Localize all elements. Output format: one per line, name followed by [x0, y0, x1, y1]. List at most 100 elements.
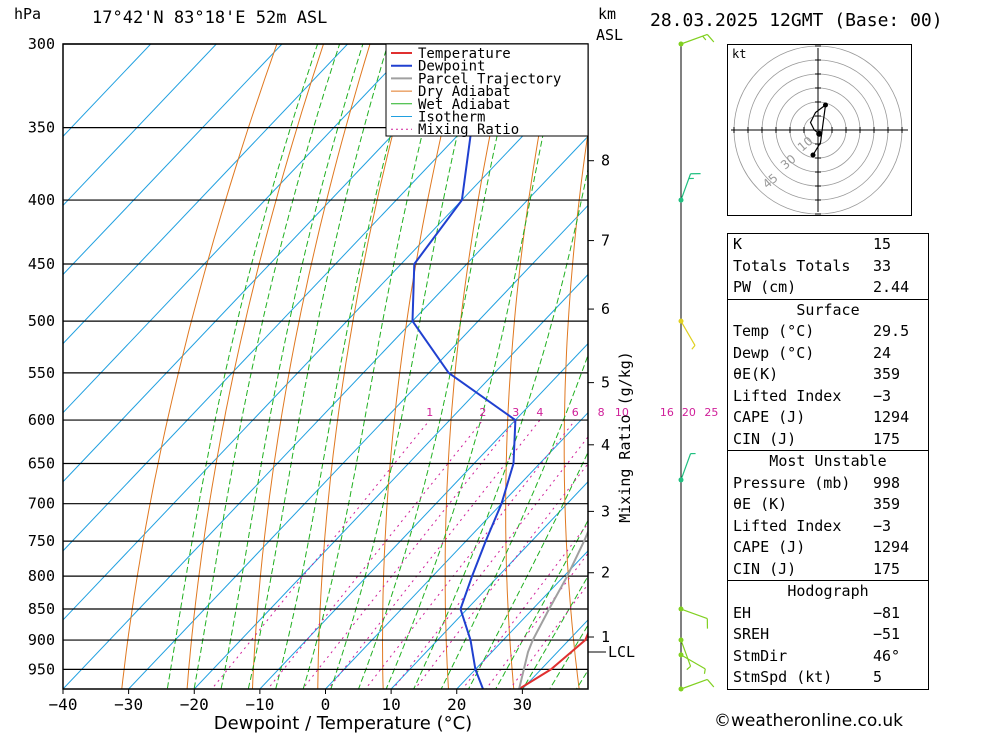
wind-barbs — [678, 33, 715, 692]
indices-panel: K 15 Totals Totals 33 PW (cm) 2.44 Surface Te… — [727, 233, 929, 690]
isotherm-line — [456, 550, 588, 689]
surface-row: Temp (°C) 29.5 — [728, 321, 928, 343]
most-unstable-row: Lifted Index −3 — [728, 516, 928, 538]
index-label: PW (cm) — [733, 278, 797, 296]
mixing-ratio-label: 8 — [598, 406, 605, 419]
lcl-label: LCL — [608, 643, 635, 661]
x-tick-label: 30 — [513, 695, 532, 714]
index-row: K 15 — [728, 234, 928, 256]
mixing-ratio-label: 20 — [682, 406, 696, 419]
most-unstable-row: Pressure (mb) 998 — [728, 473, 928, 495]
isotherm-line — [63, 44, 152, 138]
surface-title: Surface — [796, 300, 860, 319]
wind-barb-staff — [680, 33, 708, 45]
hpa-label: hPa — [14, 5, 42, 23]
surface-label: CAPE (J) — [733, 408, 806, 426]
datetime-title: 28.03.2025 12GMT (Base: 00) — [650, 10, 943, 31]
isotherm-line — [193, 273, 588, 689]
hodograph-stat-label: EH — [733, 603, 752, 622]
mixing-ratio-line — [414, 462, 588, 689]
wet-adiabat-line — [193, 44, 341, 689]
most-unstable-value: 1294 — [873, 538, 910, 556]
wind-barb-flag — [686, 665, 691, 671]
wind-barb-staff — [680, 678, 708, 690]
pressure-tick-label: 500 — [28, 312, 55, 330]
copyright[interactable]: ©weatheronline.co.uk — [714, 711, 904, 731]
mixing-ratio-label: 6 — [572, 406, 579, 419]
km-label: km — [598, 5, 617, 23]
legend-entry: Parcel Trajectory — [418, 71, 561, 87]
most-unstable-section: Most Unstable Pressure (mb) 998 θE (K) 359 L… — [728, 450, 928, 580]
surface-value: 24 — [873, 343, 892, 362]
pressure-tick-label: 300 — [28, 35, 55, 53]
most-unstable-label: Lifted Index — [733, 516, 842, 535]
hodograph-stat-row: StmSpd (kt) 5 — [728, 667, 928, 689]
surface-value: −3 — [873, 386, 892, 405]
hodograph-trace — [809, 103, 827, 156]
isotherm-line — [63, 44, 349, 345]
legend-entry: Wet Adiabat — [418, 97, 511, 113]
pressure-tick-label: 350 — [28, 119, 55, 137]
legend-entry: Mixing Ratio — [418, 122, 519, 138]
x-tick-label: −20 — [180, 695, 209, 714]
surface-label: Dewp (°C) — [733, 343, 815, 362]
legend-entry: Dry Adiabat — [418, 84, 511, 100]
mixing-ratio-label: 4 — [536, 406, 543, 419]
index-value: 2.44 — [873, 278, 910, 296]
wet-adiabat-line — [302, 44, 446, 689]
pressure-tick-label: 900 — [28, 631, 55, 649]
most-unstable-row: CAPE (J) 1294 — [728, 537, 928, 559]
mixing-ratio-label: 3 — [512, 406, 519, 419]
height-km-label: 4 — [601, 436, 610, 454]
height-km-label: 6 — [601, 300, 610, 318]
hodograph-stats-section: Hodograph EH −81 SREH −51 StmDir 46° StmSpd (k… — [728, 580, 928, 689]
most-unstable-value: 998 — [873, 473, 901, 492]
legend-entry: Temperature — [418, 46, 511, 62]
index-value: 33 — [873, 256, 892, 275]
index-row: PW (cm) 2.44 — [728, 277, 928, 299]
x-tick-label: −40 — [49, 695, 78, 714]
height-km-label: 1 — [601, 628, 610, 646]
location-title: 17°42'N 83°18'E 52m ASL — [92, 8, 328, 28]
isotherm-line — [63, 44, 218, 207]
surface-label: Temp (°C) — [733, 322, 815, 340]
most-unstable-label: θE (K) — [733, 495, 788, 513]
hodograph-stat-value: −81 — [873, 603, 901, 622]
x-tick-label: 20 — [447, 695, 466, 714]
hodograph-stat-label: StmDir — [733, 646, 788, 665]
hodograph-stat-label: SREH — [733, 625, 770, 643]
legend-entry: Dewpoint — [418, 59, 485, 75]
most-unstable-label: Pressure (mb) — [733, 473, 851, 492]
wet-adiabat-line — [385, 44, 563, 689]
hodograph-stat-label: StmSpd (kt) — [733, 668, 833, 686]
surface-label: θE(K) — [733, 365, 779, 383]
isotherm-line — [259, 342, 588, 689]
wind-barb-staff — [680, 608, 708, 620]
mixing-ratio-label: 2 — [479, 406, 486, 419]
pressure-tick-label: 450 — [28, 255, 55, 273]
index-label: K — [733, 235, 743, 253]
pressure-tick-label: 850 — [28, 600, 55, 618]
wind-barb-staff — [680, 654, 706, 670]
dry-adiabat-line — [121, 44, 278, 689]
pressure-tick-label: 400 — [28, 191, 55, 209]
mixing-ratio-axis-label: Mixing Ratio (g/kg) — [616, 351, 634, 523]
height-km-label: 8 — [601, 152, 610, 170]
hodograph-stat-value: −51 — [873, 625, 901, 643]
hodograph-unit: kt — [732, 47, 746, 61]
most-unstable-row: CIN (J) 175 — [728, 559, 928, 581]
wind-barb-staff — [680, 173, 692, 201]
wind-barb-staff — [680, 639, 692, 667]
mixing-ratio-label: 25 — [704, 406, 718, 419]
x-tick-label: 0 — [321, 695, 331, 714]
index-label: Totals Totals — [733, 256, 851, 275]
hodograph-point — [810, 152, 816, 158]
height-km-label: 3 — [601, 502, 610, 520]
hodograph-stat-value: 5 — [873, 668, 883, 686]
surface-section: Surface Temp (°C) 29.5 Dewp (°C) 24 θE(K) 359… — [728, 298, 928, 451]
isotherm-line — [63, 135, 588, 689]
surface-row: Dewp (°C) 24 — [728, 343, 928, 365]
surface-row: CIN (J) 175 — [728, 429, 928, 451]
most-unstable-value: 359 — [873, 495, 901, 513]
most-unstable-label: CAPE (J) — [733, 538, 806, 556]
